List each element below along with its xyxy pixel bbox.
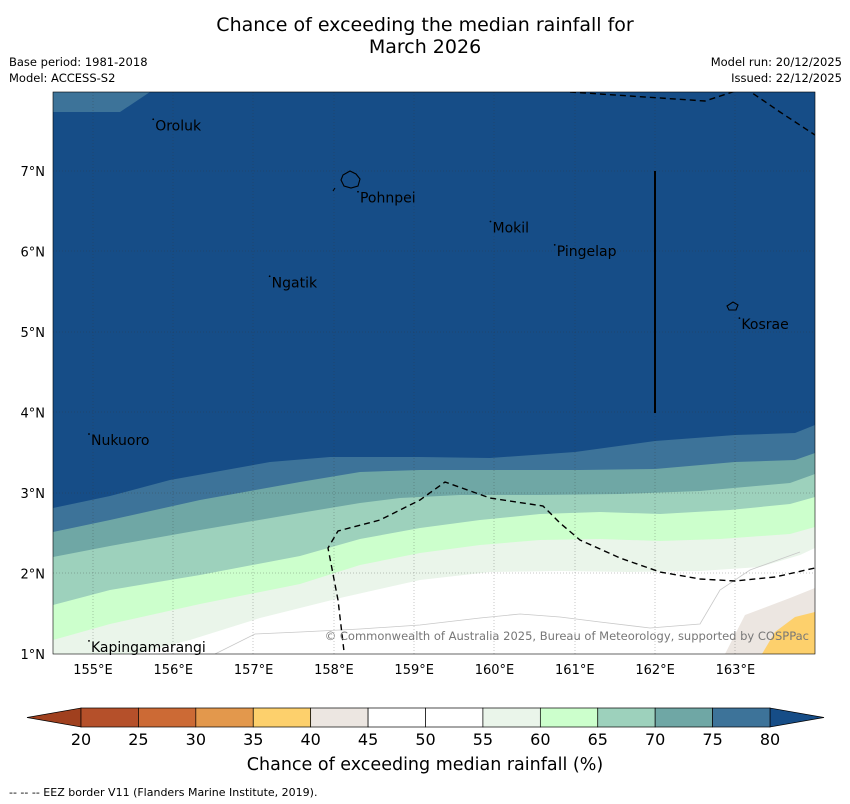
copyright-notice: © Commonwealth of Australia 2025, Bureau… [325,629,809,643]
colorbar-swatch [425,707,484,728]
colorbar-swatch [539,707,599,728]
colorbar-tick-label: 70 [645,730,665,749]
longitude-tick-label: 156°E [154,663,194,678]
place-marker [88,433,90,435]
colorbar-tick-label: 80 [760,730,780,749]
latitude-ticks: 1°N 2°N 3°N 4°N 5°N 6°N 7°N [21,165,46,663]
colorbar-tick-label: 65 [588,730,608,749]
colorbar-tick-label: 50 [415,730,435,749]
colorbar-under-arrow [26,707,82,728]
latitude-tick-label: 3°N [21,487,46,502]
run-info-left: Base period: 1981-2018 Model: ACCESS-S2 [9,54,148,86]
issued-date: Issued: 22/12/2025 [731,71,842,85]
place-label: Mokil [492,221,529,237]
map-frame [52,91,816,655]
colorbar-label: Chance of exceeding median rainfall (%) [246,755,604,775]
base-period: Base period: 1981-2018 [9,55,148,69]
colorbar-tick-label: 35 [243,730,263,749]
colorbar-tick-label: 55 [473,730,493,749]
colorbar-tick-label: 30 [186,730,206,749]
place-labels: Oroluk Pohnpei Mokil Pingelap Ngatik Kosrae Nu… [88,118,789,656]
eez-borders [327,92,815,654]
longitude-tick-label: 158°E [314,663,354,678]
colorbar-tick-label: 40 [300,730,320,749]
place-label: Pohnpei [360,191,416,207]
longitude-tick-label: 162°E [635,663,675,678]
latitude-tick-label: 5°N [21,326,46,341]
longitude-tick-label: 159°E [394,663,434,678]
colorbar-swatch [712,707,771,728]
place-oroluk: Oroluk [152,118,202,134]
place-marker [553,243,556,246]
ant-atoll [332,187,336,192]
map-title: Chance of exceeding the median rainfall … [0,14,850,58]
pohnpei-island [340,170,361,189]
latitude-tick-label: 7°N [21,165,46,180]
longitude-tick-label: 161°E [555,663,595,678]
colorbar-swatch [482,707,541,728]
longitude-tick-label: 163°E [716,663,756,678]
place-mokil: Mokil [489,220,529,237]
place-pohnpei: Pohnpei [357,191,416,207]
colorbar-tick-label: 60 [530,730,550,749]
kosrae-island [726,301,739,311]
island-outlines [332,170,739,311]
colorbar-swatch [367,707,426,728]
longitude-tick-label: 155°E [73,663,113,678]
place-label: Kosrae [741,317,788,333]
place-label: Kapingamarangi [91,640,206,656]
colorbar-swatch [597,707,656,728]
place-kapingamarangi: Kapingamarangi [88,640,206,656]
place-kosrae: Kosrae [738,317,789,333]
place-ngatik: Ngatik [268,275,318,291]
eez-legend-note: -- -- -- EEZ border V11 (Flanders Marine… [9,786,318,799]
model-name: Model: ACCESS-S2 [9,71,116,85]
longitude-ticks: 155°E 156°E 157°E 158°E 159°E 160°E 161°E 162°E… [73,663,755,678]
colorbar-tick-label: 75 [702,730,722,749]
place-marker [152,118,155,121]
contour-50 [214,551,801,654]
place-label: Pingelap [557,244,617,260]
latitude-tick-label: 6°N [21,246,46,261]
band-35-40 [762,612,815,654]
colorbar-swatch [310,707,369,728]
colorbar-tick-label: 20 [71,730,91,749]
graticule [53,92,815,654]
latitude-tick-label: 2°N [21,568,46,583]
colorbar-swatch [252,707,312,728]
place-nukuoro: Nukuoro [88,433,149,449]
latitude-tick-label: 1°N [21,648,46,663]
place-marker [357,190,359,193]
place-label: Nukuoro [91,433,149,449]
run-info-right: Model run: 20/12/2025 Issued: 22/12/2025 [711,54,842,86]
place-label: Ngatik [272,275,318,291]
place-marker [489,220,492,223]
colorbar-swatch [195,707,254,728]
place-marker [268,275,271,278]
colorbar-swatch [654,707,713,728]
latitude-tick-label: 4°N [21,407,46,422]
colorbar: 20 25 30 35 40 45 50 55 60 65 70 75 80 [26,707,825,749]
colorbar-tick-label: 25 [128,730,148,749]
place-marker [88,640,90,642]
colorbar-over-arrow [769,707,825,728]
colorbar-swatch [80,707,139,728]
title-line-1: Chance of exceeding the median rainfall … [216,14,634,36]
place-label: Oroluk [155,118,202,134]
model-run-date: Model run: 20/12/2025 [710,55,842,69]
title-line-2: March 2026 [368,36,482,58]
place-pingelap: Pingelap [553,243,617,260]
place-marker [738,317,741,320]
longitude-tick-label: 157°E [234,663,274,678]
map-area[interactable] [53,88,815,700]
band-over-80 [53,92,815,508]
longitude-tick-label: 160°E [475,663,515,678]
colorbar-swatch [138,707,197,728]
colorbar-tick-label: 45 [358,730,378,749]
